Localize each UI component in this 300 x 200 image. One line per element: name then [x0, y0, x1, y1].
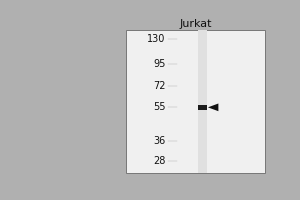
Text: 95: 95 [153, 59, 165, 69]
Bar [198, 105, 208, 110]
Text: 130: 130 [147, 34, 165, 44]
Text: 36: 36 [153, 136, 165, 146]
Text: 28: 28 [153, 156, 165, 166]
Text: 55: 55 [153, 102, 165, 112]
Bar [126, 30, 266, 173]
Bar [198, 30, 208, 173]
Text: Jurkat: Jurkat [179, 19, 212, 29]
Polygon shape [208, 103, 218, 111]
Text: 72: 72 [153, 81, 165, 91]
